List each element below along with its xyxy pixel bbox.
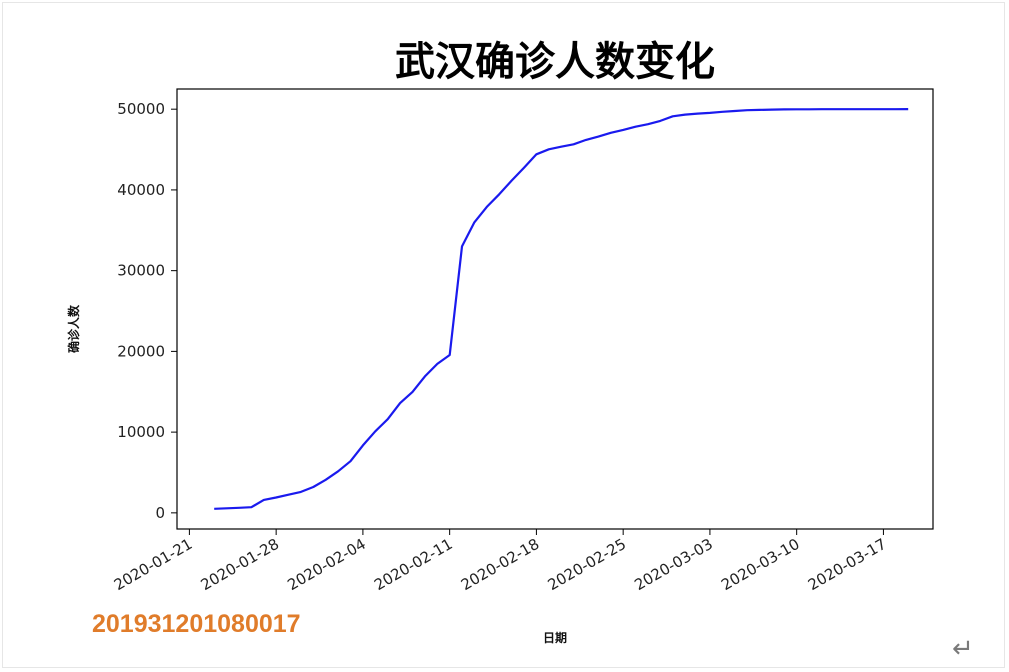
x-tick-label: 2020-03-10 [718, 535, 803, 594]
x-tick-label: 2020-02-11 [371, 535, 456, 594]
y-axis: 0 10000 20000 30000 40000 50000 [117, 100, 177, 522]
x-axis-label: 日期 [543, 630, 567, 645]
y-tick-label: 30000 [117, 262, 165, 280]
y-axis-label: 确诊人数 [66, 304, 81, 353]
paragraph-return-icon: ↵ [952, 634, 974, 664]
chart-title: 武汉确诊人数变化 [395, 38, 715, 85]
y-tick-label: 10000 [117, 423, 165, 441]
x-tick-label: 2020-03-17 [805, 535, 890, 594]
x-tick-label: 2020-02-04 [284, 535, 369, 594]
x-tick-label: 2020-02-18 [458, 535, 543, 594]
y-tick-label: 20000 [117, 342, 165, 360]
plot-area [214, 108, 909, 510]
y-tick-label: 40000 [117, 181, 165, 199]
x-tick-label: 2020-02-25 [545, 535, 630, 594]
student-id-watermark: 201931201080017 [92, 610, 301, 638]
series-line-0 [214, 108, 909, 510]
axes-frame [176, 88, 934, 530]
y-tick-label: 0 [155, 504, 165, 522]
x-axis: 2020-01-21 2020-01-28 2020-02-04 2020-02-11… [111, 529, 890, 594]
y-tick-label: 50000 [117, 100, 165, 118]
x-tick-label: 2020-03-03 [631, 535, 716, 594]
x-tick-label: 2020-01-21 [111, 535, 196, 594]
x-tick-label: 2020-01-28 [198, 535, 283, 594]
